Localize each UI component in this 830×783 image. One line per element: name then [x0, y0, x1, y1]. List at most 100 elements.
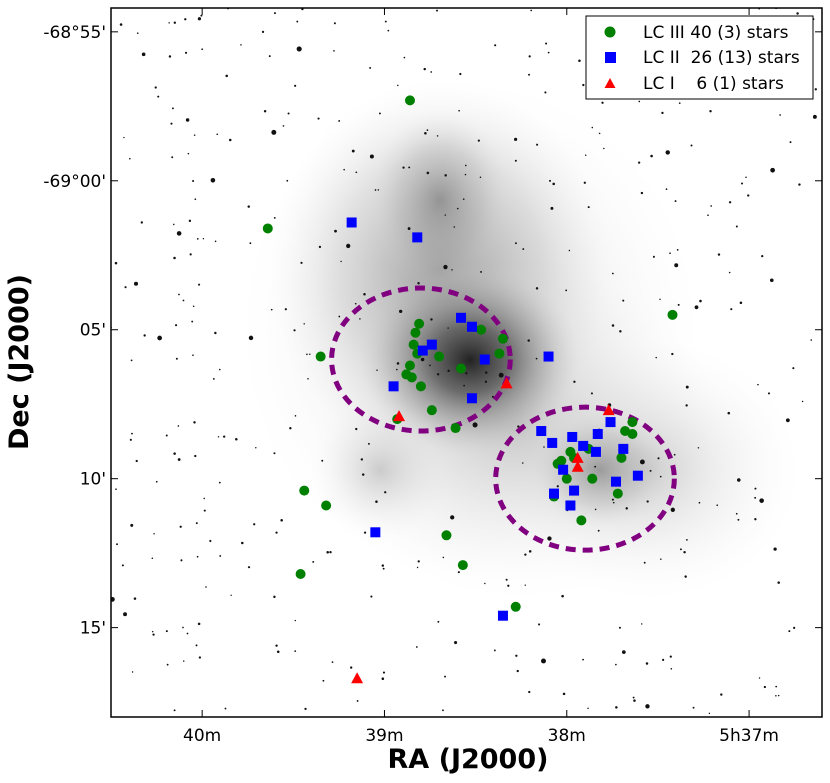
background-star	[527, 339, 530, 342]
background-star	[273, 216, 276, 219]
background-star	[515, 654, 518, 657]
background-star	[216, 133, 219, 136]
background-star	[583, 181, 586, 184]
star-marker-square	[412, 232, 423, 243]
background-star	[505, 578, 508, 581]
background-star	[171, 156, 174, 159]
star-marker-circle	[450, 423, 461, 434]
background-star	[165, 434, 168, 437]
star-marker-square	[456, 312, 467, 323]
star-marker-circle	[299, 485, 310, 496]
background-star	[129, 438, 132, 441]
background-star	[584, 154, 587, 156]
background-star	[545, 42, 548, 45]
star-marker-circle	[295, 569, 306, 580]
background-star	[611, 498, 614, 501]
background-star	[709, 110, 712, 113]
background-star	[152, 633, 155, 636]
background-star	[381, 677, 385, 680]
star-marker-square	[543, 351, 554, 362]
star-marker-square	[578, 440, 589, 451]
background-star	[129, 157, 131, 160]
background-star	[253, 523, 256, 526]
background-star	[217, 436, 220, 438]
background-star	[275, 644, 278, 647]
background-star	[356, 700, 359, 702]
background-star	[273, 12, 276, 15]
background-star	[578, 59, 581, 62]
background-star	[727, 411, 731, 415]
background-star	[154, 86, 157, 89]
background-star	[549, 179, 552, 182]
background-star	[739, 301, 743, 305]
background-star	[759, 498, 764, 503]
star-marker-circle	[576, 515, 587, 526]
background-star	[230, 594, 232, 596]
background-star	[136, 32, 139, 34]
background-star	[398, 309, 403, 314]
background-star	[437, 620, 440, 623]
star-marker-square	[605, 417, 616, 428]
background-star	[550, 206, 554, 210]
background-star	[716, 504, 719, 507]
data-markers	[262, 95, 678, 684]
background-star	[192, 179, 195, 183]
background-star	[430, 318, 433, 321]
background-star	[484, 582, 486, 585]
background-star	[601, 101, 604, 104]
background-star	[210, 177, 216, 183]
background-star	[494, 44, 497, 47]
background-star	[304, 707, 307, 710]
background-star	[363, 531, 367, 534]
background-star	[777, 694, 780, 697]
background-star	[754, 518, 757, 521]
background-star	[535, 287, 539, 290]
background-star	[182, 626, 184, 629]
background-star	[276, 650, 280, 654]
background-star	[692, 706, 695, 709]
star-marker-square	[346, 217, 357, 228]
background-star	[123, 136, 125, 139]
background-star	[331, 661, 334, 663]
background-star	[195, 522, 198, 525]
background-star	[708, 712, 711, 715]
y-axis-title: Dec (J2000)	[4, 274, 35, 450]
background-star	[530, 9, 533, 12]
background-star	[135, 459, 138, 463]
background-star	[396, 362, 400, 365]
background-star	[447, 369, 450, 372]
background-star	[792, 367, 795, 370]
background-star	[312, 560, 315, 563]
background-star	[561, 594, 564, 598]
background-star	[456, 207, 459, 210]
background-star	[130, 359, 133, 362]
background-star	[179, 525, 182, 528]
background-star	[333, 50, 335, 52]
background-star	[370, 595, 373, 598]
background-star	[676, 249, 679, 251]
background-star	[565, 289, 568, 292]
background-star	[214, 240, 217, 243]
background-star	[763, 685, 767, 689]
background-star	[621, 650, 626, 654]
star-marker-triangle	[571, 451, 584, 463]
background-star	[796, 12, 799, 15]
background-star	[594, 508, 597, 511]
background-star	[198, 656, 202, 659]
background-star	[294, 415, 297, 417]
background-star	[296, 46, 302, 52]
background-star	[645, 662, 649, 665]
star-marker-triangle	[602, 404, 615, 416]
background-star	[457, 571, 460, 574]
background-star	[381, 564, 384, 567]
background-star	[547, 536, 552, 541]
background-star	[183, 660, 185, 662]
background-star	[173, 452, 176, 455]
background-star	[770, 167, 775, 173]
background-star	[296, 20, 299, 23]
background-star	[674, 200, 677, 202]
background-star	[528, 690, 531, 694]
axis-ticks: 40m 39m 38m 5h37m -68°55' -69°00' 05' 10' 15'	[43, 8, 822, 746]
background-star	[443, 264, 448, 270]
background-star	[514, 242, 517, 245]
